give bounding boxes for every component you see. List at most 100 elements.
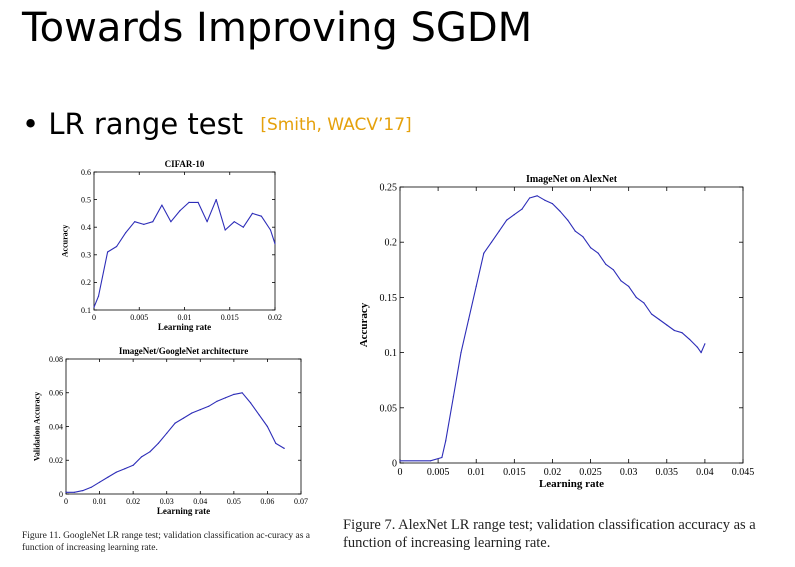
data-point	[643, 302, 645, 304]
data-point	[605, 263, 607, 265]
chart-title: ImageNet on AlexNet	[526, 174, 618, 185]
data-point	[251, 212, 253, 214]
data-point	[182, 417, 185, 419]
x-tick-label: 0.01	[467, 467, 485, 478]
y-tick-label: 0.04	[49, 422, 63, 431]
chart-title: ImageNet/GoogleNet architecture	[119, 346, 248, 356]
data-point	[452, 396, 454, 398]
plot-frame	[93, 171, 276, 311]
data-point	[283, 447, 285, 449]
data-point	[224, 229, 226, 231]
data-point	[429, 460, 432, 462]
data-point	[681, 332, 683, 334]
data-point	[266, 425, 268, 428]
data-point	[241, 392, 243, 394]
data-point	[635, 296, 637, 298]
y-tick-label: 0.6	[81, 168, 91, 177]
chart-title: CIFAR-10	[165, 159, 205, 169]
citation: [Smith, WACV’17]	[260, 115, 412, 135]
data-point	[233, 393, 235, 395]
data-point	[170, 221, 172, 223]
data-point	[468, 318, 470, 321]
data-point	[269, 229, 272, 231]
y-tick-label: 0.4	[81, 223, 91, 232]
x-tick-label: 0.04	[696, 467, 714, 478]
x-tick-label: 0.05	[227, 497, 241, 506]
x-tick-label: 0.02	[544, 467, 562, 478]
x-tick-label: 0.02	[126, 497, 140, 506]
y-tick-label: 0.15	[380, 293, 398, 304]
data-point	[233, 221, 235, 223]
data-point	[188, 201, 190, 203]
data-point	[208, 405, 210, 407]
data-point	[274, 243, 276, 245]
bullet-mark: •	[22, 107, 40, 141]
y-tick-label: 0.25	[380, 183, 398, 194]
chart-alexnet: ImageNet on AlexNet 0 0.005 0.01 0.015 0.02 0.…	[358, 174, 755, 490]
y-axis-label: Validation Accuracy	[33, 392, 42, 461]
y-tick-label: 0.02	[49, 456, 63, 465]
data-point	[134, 221, 136, 223]
data-point	[149, 451, 151, 453]
data-point	[224, 397, 227, 399]
bullet-text: LR range test	[48, 107, 244, 141]
data-point	[445, 440, 447, 442]
x-tick-label: 0.015	[221, 313, 239, 322]
data-point	[529, 197, 531, 199]
plot-frame	[399, 186, 744, 464]
data-point	[704, 343, 706, 345]
data-point	[650, 313, 653, 315]
data-point	[179, 210, 181, 212]
data-point	[475, 285, 477, 287]
data-point	[399, 460, 401, 462]
series-line	[66, 392, 285, 493]
data-point	[612, 269, 614, 271]
data-point	[536, 195, 538, 197]
data-point	[696, 346, 698, 348]
y-tick-label: 0.05	[380, 403, 398, 414]
data-point	[206, 221, 208, 223]
data-point	[191, 412, 193, 414]
data-point	[116, 245, 118, 248]
data-point	[174, 422, 176, 424]
y-tick-label: 0.1	[81, 306, 91, 315]
y-tick-label: 0.08	[49, 355, 63, 364]
data-point	[216, 400, 218, 402]
x-tick-label: 0.025	[579, 467, 602, 478]
data-point	[140, 456, 143, 458]
data-point	[590, 247, 592, 249]
data-point	[689, 338, 691, 340]
data-point	[260, 215, 262, 217]
x-tick-label: 0.01	[178, 313, 192, 322]
x-tick-label: 0.045	[732, 467, 755, 478]
data-point	[258, 414, 260, 416]
data-point	[506, 219, 508, 221]
y-tick-label: 0.2	[81, 278, 91, 287]
data-point	[483, 252, 485, 254]
slide-title: Towards Improving SGDM	[22, 5, 533, 51]
data-point	[125, 232, 127, 234]
series-line	[400, 195, 706, 462]
x-tick-label: 0.005	[427, 467, 450, 478]
caption-alexnet: Figure 7. AlexNet LR range test; validat…	[343, 517, 756, 551]
x-tick-label: 0.04	[193, 497, 207, 506]
data-point	[107, 251, 109, 253]
data-point	[441, 456, 443, 459]
series-line	[93, 199, 276, 308]
x-tick-label: 0.03	[620, 467, 638, 478]
y-tick-label: 0.06	[49, 389, 63, 398]
x-tick-label: 0	[64, 497, 68, 506]
x-tick-label: 0.06	[260, 497, 274, 506]
data-point	[124, 468, 126, 470]
x-tick-label: 0.01	[93, 497, 107, 506]
data-point	[551, 203, 553, 205]
x-tick-label: 0.015	[503, 467, 526, 478]
data-point	[93, 306, 95, 308]
data-point	[490, 241, 493, 243]
data-point	[161, 204, 163, 206]
data-point	[460, 352, 462, 354]
y-axis-label: Accuracy	[358, 302, 370, 347]
x-tick-label: 0	[398, 467, 403, 478]
plot-frame	[65, 358, 302, 495]
x-tick-label: 0.02	[268, 313, 282, 322]
